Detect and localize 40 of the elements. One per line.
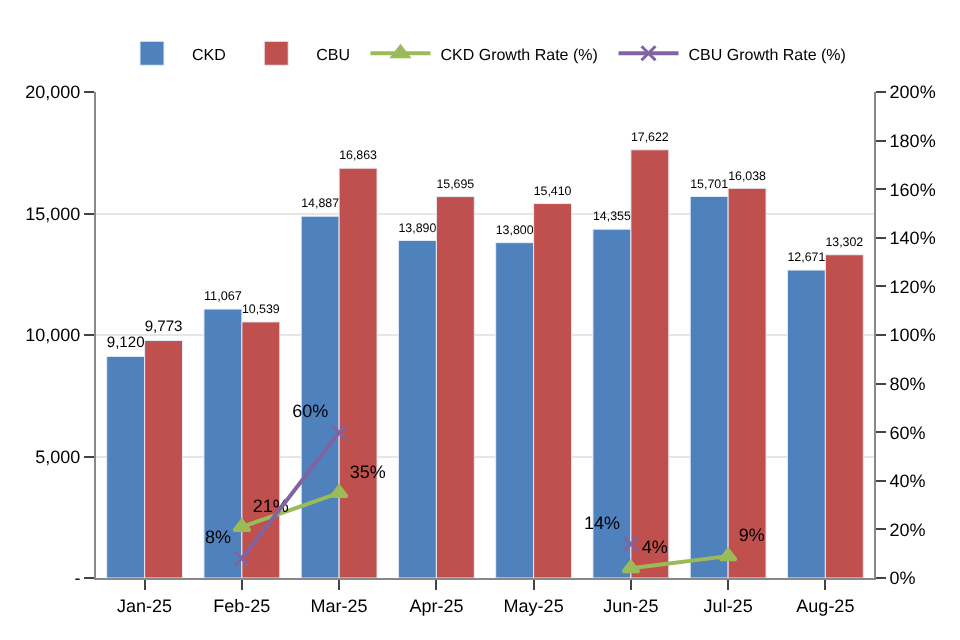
legend-label: CKD: [192, 45, 227, 64]
y2-tick-label: 60%: [889, 422, 926, 443]
point: [232, 518, 252, 532]
point: [621, 559, 641, 574]
y2-tick-label: 200%: [889, 82, 936, 103]
y2-tick-label: 0%: [889, 568, 916, 589]
data-label: 9%: [738, 524, 765, 545]
x-tick-label: Aug-25: [796, 595, 855, 616]
y2-tick-label: 100%: [889, 325, 936, 346]
point: [718, 547, 738, 562]
point: [622, 535, 640, 553]
point: [329, 484, 349, 498]
y-tick-label: 20,000: [25, 82, 81, 103]
point: [233, 550, 251, 568]
legend-label: CBU Growth Rate (%): [688, 45, 847, 64]
x-tick-label: May-25: [503, 595, 564, 616]
x-tick-label: Mar-25: [310, 595, 368, 616]
data-label: 8%: [205, 527, 232, 548]
data-label: 4%: [641, 537, 668, 558]
y2-tick-label: 80%: [889, 373, 926, 394]
data-label: 9,773: [144, 317, 183, 336]
y-tick-label: 15,000: [25, 203, 81, 224]
x-tick-label: Jul-25: [703, 595, 753, 616]
y2-tick-label: 160%: [889, 179, 936, 200]
x-tick-label: Apr-25: [409, 595, 464, 616]
y-tick-label: 5,000: [35, 446, 81, 467]
y-tick-label: 10,000: [25, 325, 81, 346]
y-tick-label: -: [74, 568, 81, 589]
data-label: 9,120: [106, 333, 145, 352]
y2-tick-label: 120%: [889, 276, 936, 297]
y2-tick-label: 180%: [889, 130, 936, 151]
y2-tick-label: 140%: [889, 228, 936, 249]
y2-tick-label: 20%: [889, 519, 926, 540]
y2-tick-label: 40%: [889, 471, 926, 492]
x-tick-label: Feb-25: [213, 595, 271, 616]
legend-label: CKD Growth Rate (%): [440, 45, 599, 64]
point: [330, 423, 348, 441]
x-tick-label: Jun-25: [603, 595, 659, 616]
legend-label: CBU: [316, 45, 351, 64]
x-tick-label: Jan-25: [117, 595, 173, 616]
